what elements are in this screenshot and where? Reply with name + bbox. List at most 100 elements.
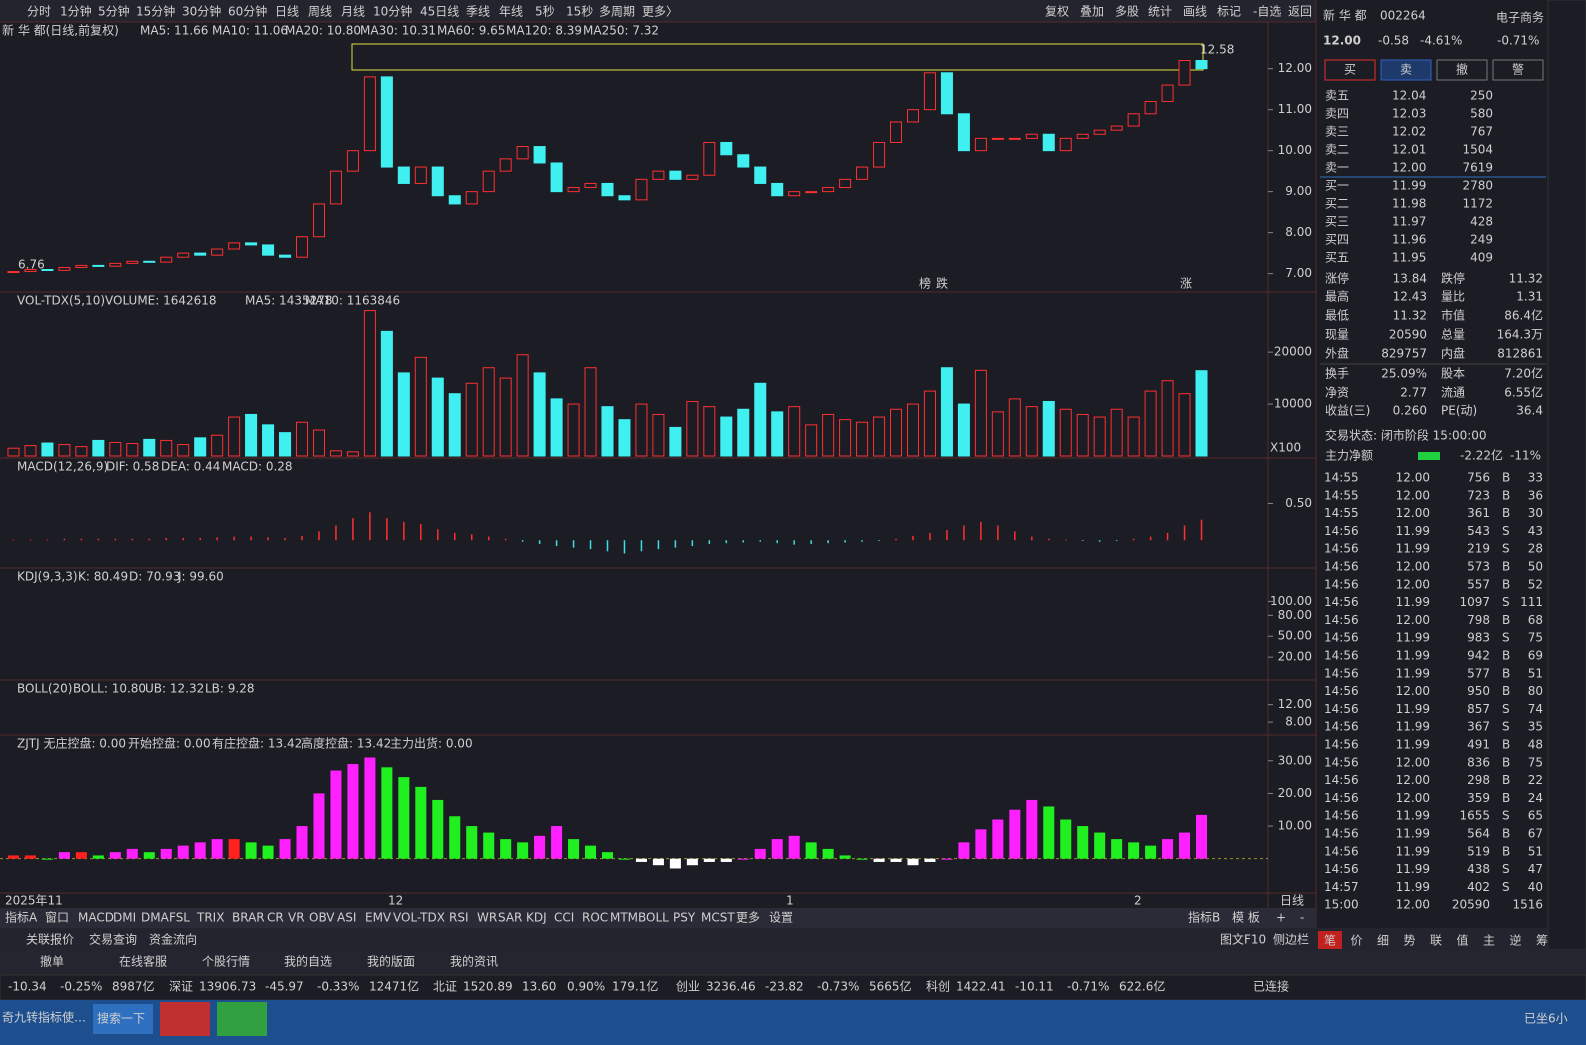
indicator-tab[interactable]: 设置 bbox=[769, 911, 793, 925]
taskbar-search[interactable]: 搜索一下 bbox=[97, 1011, 145, 1026]
indicator-tab[interactable]: EMV bbox=[365, 911, 392, 925]
panel-tab[interactable]: 势 bbox=[1404, 934, 1416, 948]
indicator-tab[interactable]: RSI bbox=[449, 911, 469, 925]
app-icon[interactable] bbox=[160, 1002, 210, 1036]
bottom-tab[interactable]: 侧边栏 bbox=[1273, 932, 1309, 947]
cancel-button[interactable] bbox=[1436, 59, 1488, 81]
period-button[interactable]: 15分钟 bbox=[136, 4, 175, 19]
period-button[interactable]: 年线 bbox=[499, 5, 523, 19]
bottom-tab[interactable]: 关联报价 bbox=[26, 932, 74, 947]
tool-button[interactable]: 叠加 bbox=[1080, 5, 1104, 19]
indicator-tab[interactable]: 模 板 bbox=[1232, 911, 1260, 925]
period-button[interactable]: 5分钟 bbox=[98, 4, 130, 19]
tool-link[interactable]: 个股行情 bbox=[202, 955, 250, 969]
indicator-tab[interactable]: MCST bbox=[701, 911, 735, 925]
panel-tab[interactable]: 主 bbox=[1483, 934, 1495, 948]
panel-tab[interactable]: 筹 bbox=[1536, 934, 1548, 948]
period-button[interactable]: 30分钟 bbox=[182, 4, 221, 19]
period-button[interactable]: 更多〉 bbox=[642, 5, 678, 19]
indicator-tab[interactable]: VOL-TDX bbox=[393, 911, 445, 925]
indicator-tab[interactable]: BOLL bbox=[638, 911, 669, 925]
trade-volume: 1655 bbox=[1459, 809, 1490, 823]
indicator-tab[interactable]: KDJ bbox=[526, 911, 547, 925]
panel-tab[interactable]: 笔 bbox=[1324, 933, 1336, 948]
tool-button[interactable]: 画线 bbox=[1183, 5, 1207, 19]
indicator-tab[interactable]: FSL bbox=[169, 911, 190, 925]
indicator-tab[interactable]: TRIX bbox=[196, 911, 224, 925]
trade-time: 14:56 bbox=[1324, 560, 1359, 574]
period-button[interactable]: 月线 bbox=[341, 5, 365, 19]
tool-button[interactable]: 标记 bbox=[1217, 5, 1241, 19]
indicator-tab[interactable]: 指标A bbox=[5, 910, 38, 925]
tool-link[interactable]: 我的版面 bbox=[367, 954, 415, 969]
panel-tab[interactable]: 价 bbox=[1351, 934, 1363, 948]
tool-button[interactable]: 多股 bbox=[1115, 5, 1139, 19]
taskbar-app[interactable]: 奇九转指标使… bbox=[2, 1010, 86, 1025]
candle bbox=[465, 191, 478, 205]
indicator-tab[interactable]: VR bbox=[288, 911, 305, 925]
period-button[interactable]: 5秒 bbox=[535, 5, 555, 19]
period-button[interactable]: 45日线 bbox=[420, 5, 459, 19]
tool-link[interactable]: 我的自选 bbox=[284, 954, 332, 969]
tool-link[interactable]: 我的资讯 bbox=[450, 954, 498, 969]
buy-button[interactable] bbox=[1324, 59, 1376, 81]
period-button[interactable]: 1分钟 bbox=[60, 4, 92, 19]
period-button[interactable]: 多周期 bbox=[599, 5, 635, 19]
indicator-tab[interactable]: - bbox=[1300, 911, 1304, 925]
tool-button[interactable]: -自选 bbox=[1253, 5, 1281, 19]
app-icon[interactable] bbox=[217, 1002, 267, 1036]
indicator-tab[interactable]: DMA bbox=[141, 911, 170, 925]
zjtj-bar bbox=[669, 858, 681, 869]
panel-tab[interactable]: 逆 bbox=[1510, 933, 1522, 948]
tool-link[interactable]: 撤单 bbox=[40, 954, 64, 969]
period-button[interactable]: 周线 bbox=[308, 5, 332, 19]
indicator-tab[interactable]: SAR bbox=[498, 911, 522, 925]
period-button[interactable]: 15秒 bbox=[566, 5, 593, 19]
index-value: -0.25% bbox=[60, 980, 102, 994]
candle bbox=[346, 150, 359, 172]
tool-link[interactable]: 在线客服 bbox=[119, 954, 167, 969]
alert-button[interactable] bbox=[1492, 59, 1544, 81]
indicator-tab[interactable]: OBV bbox=[309, 911, 335, 925]
indicator-tab[interactable]: CR bbox=[267, 911, 284, 925]
indicator-tab[interactable]: WR bbox=[477, 911, 497, 925]
indicator-tab[interactable]: MTM bbox=[610, 911, 638, 925]
trade-button[interactable]: 买 bbox=[1344, 63, 1356, 77]
trade-button[interactable]: 撤 bbox=[1456, 62, 1468, 77]
indicator-tab[interactable]: BRAR bbox=[232, 911, 265, 925]
indicator-tab[interactable]: MACD bbox=[78, 911, 114, 925]
period-button[interactable]: 日线 bbox=[275, 5, 299, 19]
indicator-tab[interactable]: DMI bbox=[113, 911, 136, 925]
candle bbox=[380, 76, 393, 168]
period-button[interactable]: 季线 bbox=[466, 5, 490, 19]
bottom-tab[interactable]: 图文F10 bbox=[1220, 932, 1266, 947]
panel-tab[interactable]: 值 bbox=[1457, 933, 1469, 948]
bottom-tab[interactable]: 交易查询 bbox=[89, 932, 137, 947]
panel-tab[interactable]: 细 bbox=[1377, 934, 1389, 948]
period-button[interactable]: 60分钟 bbox=[228, 4, 267, 19]
indicator-tab[interactable]: ROC bbox=[582, 911, 608, 925]
index-value: -10.11 bbox=[1015, 980, 1054, 994]
date-label: 2 bbox=[1134, 894, 1142, 908]
tool-button[interactable]: 复权 bbox=[1045, 5, 1069, 19]
trade-button[interactable]: 警 bbox=[1512, 62, 1524, 77]
trade-button[interactable]: 卖 bbox=[1400, 63, 1412, 77]
tool-button[interactable]: 统计 bbox=[1148, 5, 1172, 19]
bottom-tab[interactable]: 资金流向 bbox=[149, 932, 197, 947]
indicator-tab[interactable]: + bbox=[1276, 911, 1286, 925]
search-box[interactable] bbox=[93, 1004, 153, 1034]
indicator-tab[interactable]: ASI bbox=[337, 911, 356, 925]
stat-label: 净资 bbox=[1325, 386, 1349, 400]
period-button[interactable]: 10分钟 bbox=[373, 4, 412, 19]
indicator-tab[interactable]: 窗口 bbox=[45, 911, 69, 925]
tool-button[interactable]: 返回 bbox=[1288, 5, 1312, 19]
sell-button[interactable] bbox=[1380, 59, 1432, 81]
indicator-tab[interactable]: PSY bbox=[673, 911, 696, 925]
indicator-tab[interactable]: CCI bbox=[554, 911, 574, 925]
active-tab[interactable] bbox=[1318, 931, 1342, 949]
panel-tab[interactable]: 联 bbox=[1430, 934, 1442, 948]
indicator-tab[interactable]: 指标B bbox=[1188, 910, 1220, 925]
volume-bar bbox=[873, 416, 886, 457]
indicator-tab[interactable]: 更多 bbox=[736, 911, 760, 925]
period-button[interactable]: 分时 bbox=[27, 5, 51, 19]
